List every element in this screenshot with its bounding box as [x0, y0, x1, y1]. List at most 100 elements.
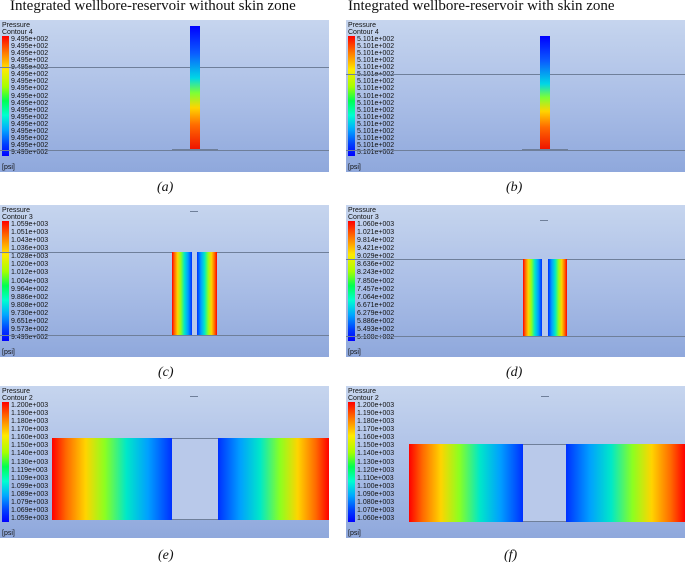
color-legend: 1.200e+003 1.190e+003 1.180e+003 1.170e+003…	[2, 402, 70, 522]
legend-label: 9.495e+002	[11, 99, 49, 107]
legend-label: 1.190e+003	[11, 410, 49, 418]
reference-line	[346, 259, 685, 260]
legend-label: 9.495e+002	[11, 334, 49, 341]
legend-label: 1.140e+003	[11, 450, 49, 458]
legend-label: 1.012e+003	[11, 269, 49, 277]
legend-label: 1.160e+003	[357, 434, 395, 442]
legend-colorbar	[2, 221, 9, 341]
contour-panel-d: Pressure Contour 3 1.060e+003 1.021e+003 9…	[346, 205, 685, 357]
reference-line	[346, 150, 685, 151]
legend-label: 5.101e+002	[357, 85, 395, 93]
legend-label: 1.190e+003	[357, 410, 395, 418]
legend-label: 5.101e+002	[357, 134, 395, 142]
legend-label: 1.028e+003	[11, 253, 49, 261]
legend-label: 1.089e+003	[11, 490, 49, 498]
legend-label: 5.101e+002	[357, 64, 395, 72]
legend-label: 9.495e+002	[11, 36, 49, 43]
contour-panel-e: Pressure Contour 2 1.200e+003 1.190e+003 1…	[0, 386, 329, 538]
legend-label: 6.671e+002	[357, 301, 395, 309]
legend-label: 5.493e+002	[357, 325, 395, 333]
caption-f: (f)	[504, 548, 518, 563]
legend-label: 5.101e+002	[357, 127, 395, 135]
legend-label: 5.101e+002	[357, 57, 395, 65]
legend-label: 6.279e+002	[357, 309, 395, 317]
legend-label: 1.020e+003	[11, 261, 49, 269]
legend-label: 1.051e+003	[11, 229, 49, 237]
legend-label: 1.059e+003	[11, 515, 49, 522]
legend-label: 1.120e+003	[357, 466, 395, 474]
legend-label: 1.060e+003	[357, 221, 395, 228]
legend-label: 1.150e+003	[11, 442, 49, 450]
legend-unit: [psi]	[348, 164, 361, 171]
reservoir-zone-right	[548, 259, 567, 336]
legend-label: 9.495e+002	[11, 149, 49, 156]
legend-label: 9.964e+002	[11, 285, 49, 293]
legend-label: 1.109e+003	[11, 474, 49, 482]
legend-label: 9.421e+002	[357, 245, 395, 253]
legend-colorbar	[2, 36, 9, 156]
legend-label: 1.200e+003	[357, 402, 395, 409]
legend-label: 1.180e+003	[357, 418, 395, 426]
legend-label: 5.100e+002	[357, 334, 395, 341]
reservoir-zone-right	[197, 252, 217, 335]
legend-label: 1.069e+003	[11, 506, 49, 514]
legend-label: 1.070e+003	[357, 506, 395, 514]
legend-label: 1.150e+003	[357, 442, 395, 450]
legend-label: 5.101e+002	[357, 141, 395, 149]
legend-label: 1.130e+003	[357, 458, 395, 466]
caption-d: (d)	[506, 365, 523, 380]
legend-label: 9.495e+002	[11, 120, 49, 128]
legend-colorbar	[348, 402, 355, 522]
legend-label: 9.573e+002	[11, 325, 49, 333]
perforation-marker	[522, 149, 568, 150]
legend-unit: [psi]	[348, 530, 361, 537]
legend-label: 5.101e+002	[357, 113, 395, 121]
legend-colorbar	[2, 402, 9, 522]
legend-label: 5.101e+002	[357, 50, 395, 58]
legend-label: 9.886e+002	[11, 293, 49, 301]
contour-panel-c: Pressure Contour 3 1.059e+003 1.051e+003 1…	[0, 205, 329, 357]
legend-label: 9.495e+002	[11, 57, 49, 65]
reference-line	[346, 74, 685, 75]
legend-label: 7.850e+002	[357, 277, 395, 285]
legend-label: 1.079e+003	[11, 498, 49, 506]
legend-label: 9.730e+002	[11, 309, 49, 317]
top-marker	[540, 220, 548, 221]
caption-c: (c)	[158, 365, 174, 380]
caption-a: (a)	[157, 180, 174, 195]
legend-label: 7.064e+002	[357, 293, 395, 301]
panel-title: Pressure Contour 3	[2, 207, 33, 221]
reservoir-zone-left	[523, 259, 542, 336]
legend-label: 5.101e+002	[357, 106, 395, 114]
legend-label: 9.495e+002	[11, 106, 49, 114]
legend-label: 1.170e+003	[357, 426, 395, 434]
legend-label: 9.651e+002	[11, 317, 49, 325]
legend-label: 5.101e+002	[357, 99, 395, 107]
panel-title: Pressure Contour 2	[348, 388, 379, 402]
reference-line	[346, 336, 685, 337]
contour-panel-f: Pressure Contour 2 1.200e+003 1.190e+003 1…	[346, 386, 685, 538]
wellbore-column	[190, 26, 200, 150]
legend-label: 1.059e+003	[11, 221, 49, 228]
color-legend: 1.060e+003 1.021e+003 9.814e+002 9.421e+002…	[348, 221, 416, 341]
color-legend: 1.200e+003 1.190e+003 1.180e+003 1.170e+003…	[348, 402, 416, 522]
top-marker	[190, 396, 198, 397]
legend-label: 9.495e+002	[11, 43, 49, 51]
column-title-with-skin: Integrated wellbore-reservoir with skin …	[348, 0, 615, 14]
caption-b: (b)	[506, 180, 523, 195]
panel-title: Pressure Contour 3	[348, 207, 379, 221]
reservoir-zone-left	[52, 438, 172, 520]
legend-label: 5.101e+002	[357, 92, 395, 100]
legend-label: 9.495e+002	[11, 127, 49, 135]
legend-colorbar	[348, 36, 355, 156]
legend-label: 5.101e+002	[357, 43, 395, 51]
legend-unit: [psi]	[2, 349, 15, 356]
caption-e: (e)	[158, 548, 174, 563]
legend-colorbar	[348, 221, 355, 341]
legend-label: 9.495e+002	[11, 134, 49, 142]
legend-label: 1.100e+003	[357, 482, 395, 490]
legend-label: 5.101e+002	[357, 120, 395, 128]
wellbore-gap	[192, 252, 197, 335]
color-legend: 1.059e+003 1.051e+003 1.043e+003 1.036e+003…	[2, 221, 70, 341]
legend-label: 8.636e+002	[357, 261, 395, 269]
